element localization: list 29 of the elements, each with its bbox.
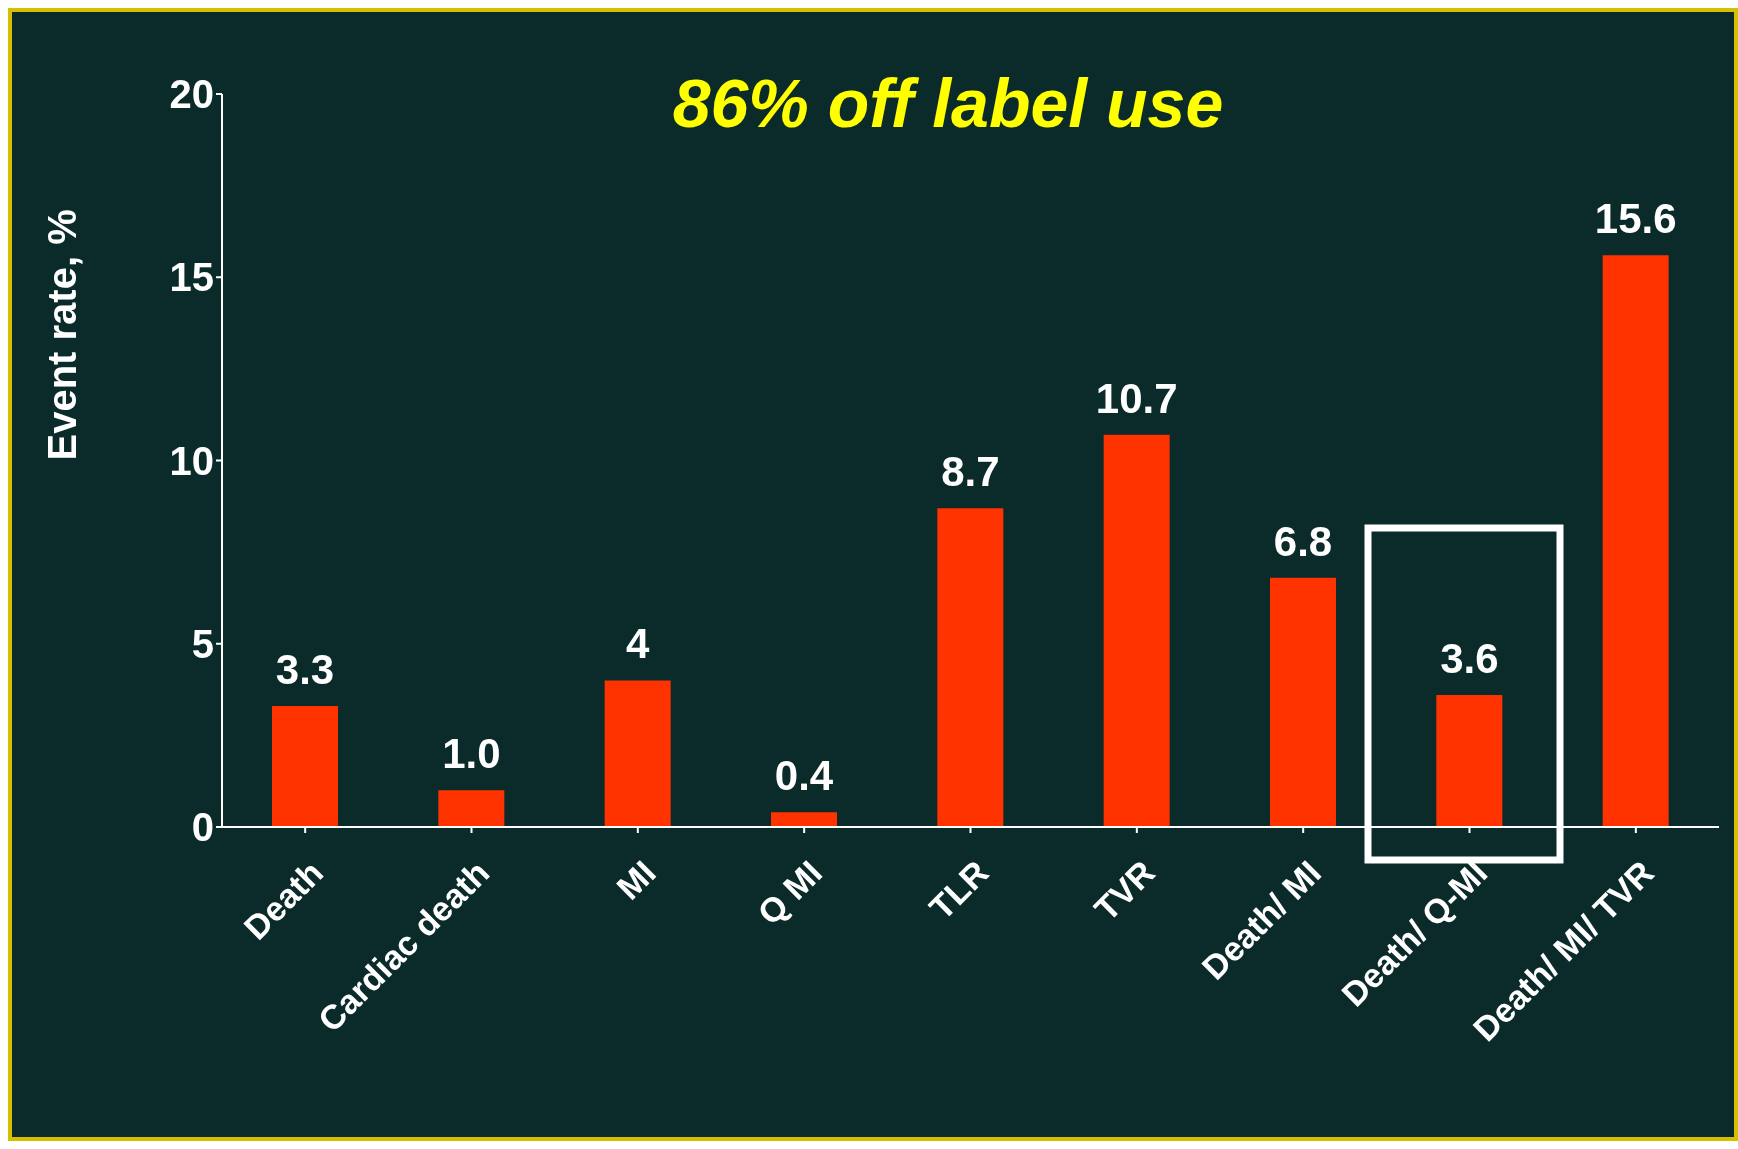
data-label: 3.6 (1440, 635, 1499, 683)
data-label: 0.4 (774, 752, 834, 800)
data-label: 3.3 (275, 646, 335, 694)
data-label: 1.0 (442, 730, 501, 778)
x-tick-label: Q MI (750, 853, 830, 933)
bar (1602, 255, 1669, 827)
y-tick-label: 15 (169, 255, 214, 300)
x-tick-label: MI (609, 853, 663, 907)
data-label: 6.8 (1273, 517, 1333, 565)
y-axis-title: Event rate, % (40, 209, 85, 461)
bar (604, 680, 671, 827)
x-tick-label: TVR (1086, 853, 1162, 929)
chart-title: 86% off label use (672, 65, 1224, 141)
y-tick-label: 5 (191, 621, 214, 666)
bar (937, 508, 1004, 827)
data-label: 8.7 (941, 448, 1000, 496)
bar (1103, 434, 1170, 827)
bar (438, 790, 505, 827)
y-tick-label: 0 (191, 805, 214, 850)
bar (771, 812, 837, 827)
bar (1270, 577, 1336, 827)
y-tick-label: 20 (169, 72, 214, 117)
data-label: 15.6 (1594, 195, 1677, 243)
y-tick-label: 10 (169, 438, 214, 483)
data-label: 4 (625, 620, 650, 668)
bar (1436, 695, 1503, 827)
x-tick-label: TLR (921, 853, 996, 927)
bar (272, 706, 338, 827)
data-label: 10.7 (1095, 374, 1178, 422)
